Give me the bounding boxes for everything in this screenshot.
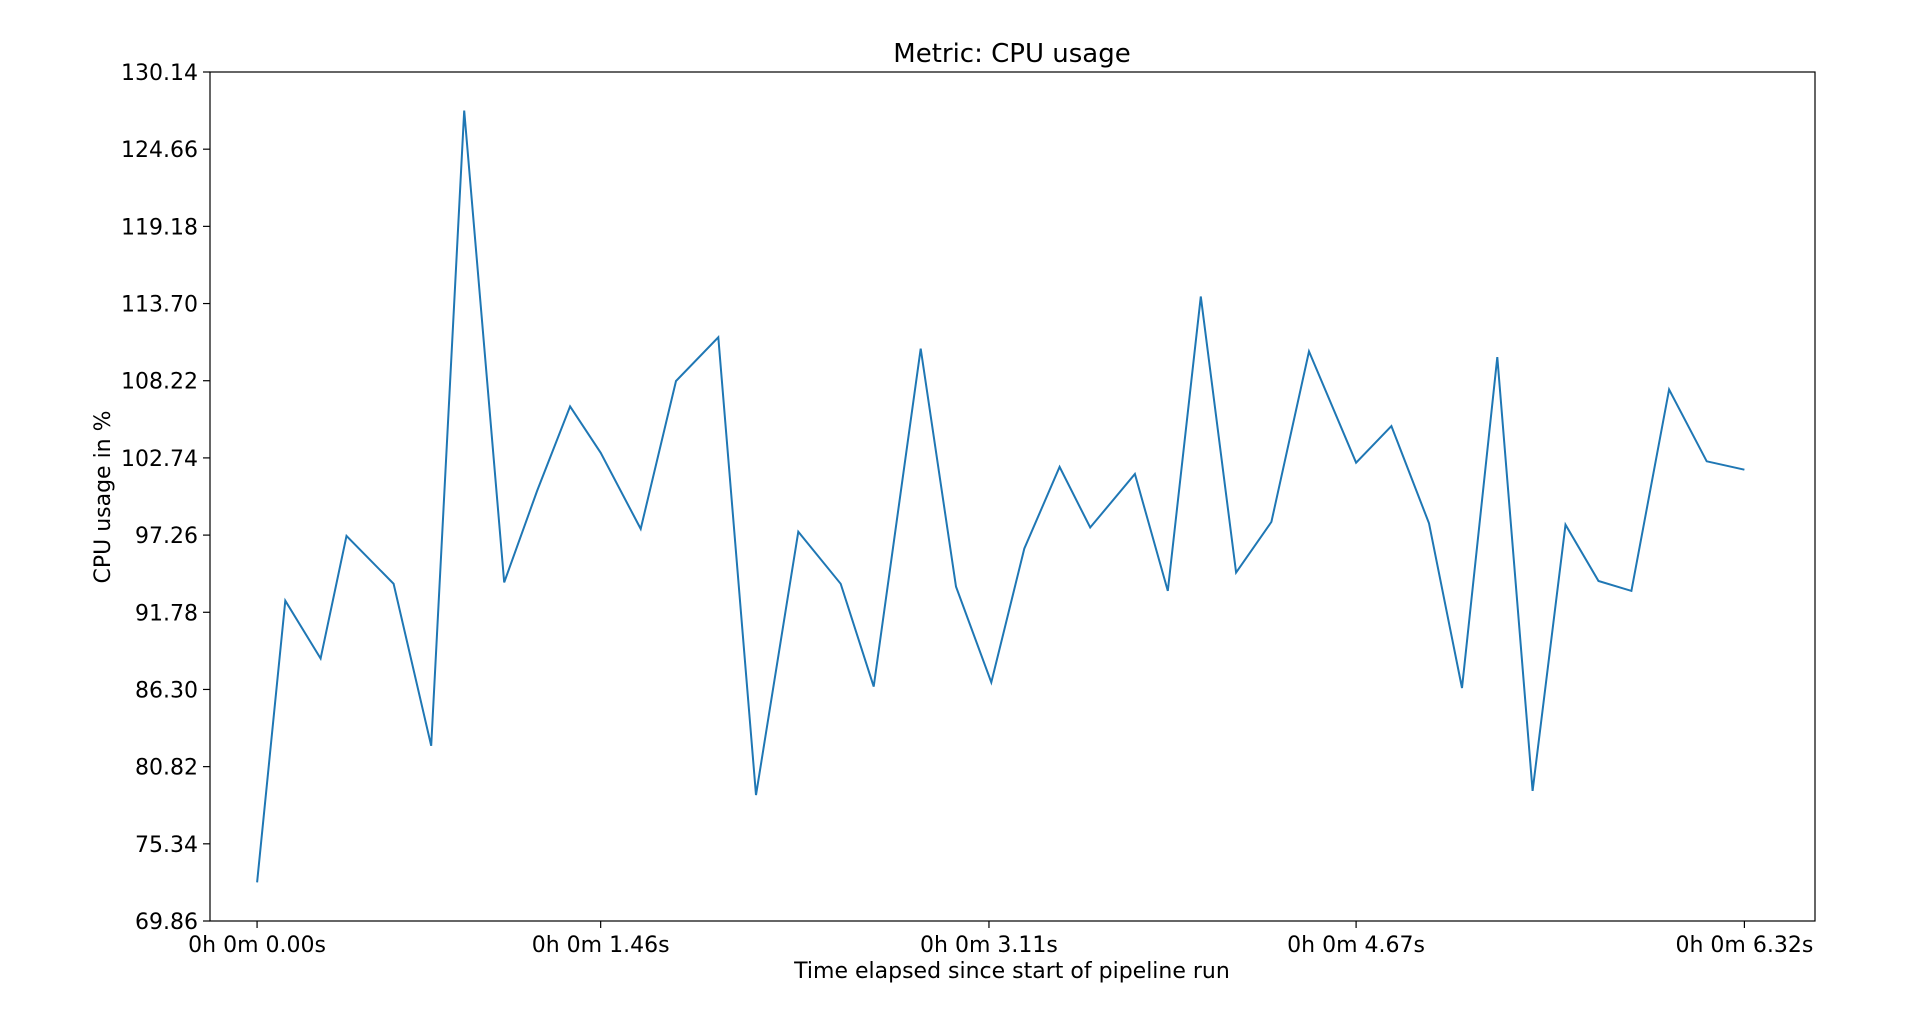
- plot-area: [209, 71, 1816, 922]
- y-tick-label: 113.70: [121, 293, 198, 318]
- y-tick-label: 97.26: [135, 524, 198, 549]
- y-tick-label: 102.74: [121, 447, 198, 472]
- y-tick-label: 91.78: [135, 601, 198, 626]
- x-tick-label: 0h 0m 1.46s: [532, 933, 670, 958]
- x-tick-label: 0h 0m 4.67s: [1287, 933, 1425, 958]
- y-tick-label: 119.18: [121, 215, 198, 240]
- x-axis-title: Time elapsed since start of pipeline run: [793, 959, 1230, 984]
- y-tick-label: 80.82: [135, 756, 198, 781]
- y-tick-label: 124.66: [121, 138, 198, 163]
- x-tick-label: 0h 0m 6.32s: [1675, 933, 1813, 958]
- chart-title: Metric: CPU usage: [893, 39, 1130, 69]
- x-tick-label: 0h 0m 0.00s: [188, 933, 326, 958]
- y-tick-label: 69.86: [135, 910, 198, 935]
- y-tick-label: 130.14: [121, 61, 198, 86]
- x-axis: 0h 0m 0.00s 0h 0m 1.46s 0h 0m 3.11s 0h 0m 4…: [188, 921, 1813, 958]
- y-tick-label: 86.30: [135, 678, 198, 703]
- series-layer: [256, 110, 1745, 883]
- cpu-usage-series-line: [256, 110, 1745, 883]
- y-tick-label: 108.22: [121, 370, 198, 395]
- x-tick-label: 0h 0m 3.11s: [920, 933, 1058, 958]
- plot-frame: [209, 71, 1816, 922]
- y-axis: 69.86 75.34 80.82 86.30 91.78 97.26 102.74 108.…: [121, 61, 210, 935]
- y-tick-label: 75.34: [135, 833, 198, 858]
- y-axis-title: CPU usage in %: [91, 410, 116, 583]
